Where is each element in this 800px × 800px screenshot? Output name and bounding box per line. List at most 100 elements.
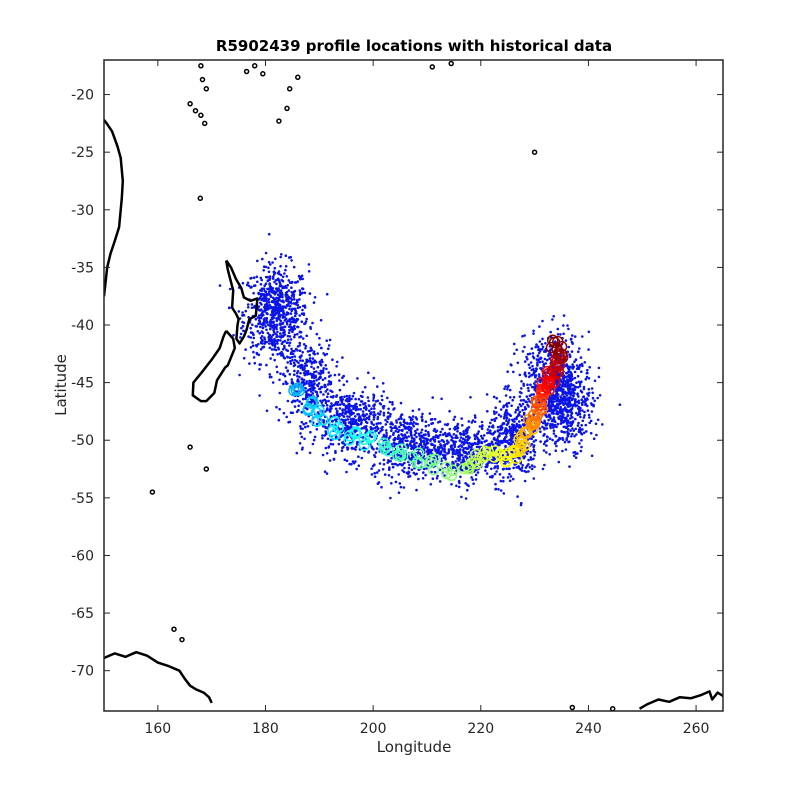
historical-point <box>323 383 327 387</box>
historical-point <box>508 388 512 392</box>
historical-point <box>298 375 301 379</box>
historical-point <box>390 456 393 460</box>
historical-point <box>397 491 401 495</box>
historical-point <box>275 340 279 343</box>
historical-point <box>465 467 469 470</box>
historical-point <box>365 425 368 428</box>
historical-point <box>260 287 264 291</box>
historical-point <box>412 421 416 424</box>
historical-point <box>587 387 591 391</box>
historical-point <box>329 389 332 393</box>
historical-point <box>276 330 279 334</box>
historical-point <box>264 304 267 308</box>
historical-point <box>447 448 451 451</box>
historical-point <box>523 455 527 458</box>
historical-point <box>459 436 463 439</box>
historical-point <box>312 301 316 304</box>
historical-point <box>260 313 263 317</box>
historical-point <box>529 456 532 459</box>
historical-point <box>437 440 441 443</box>
historical-point <box>292 265 296 269</box>
historical-point <box>422 471 425 474</box>
historical-point <box>390 475 394 479</box>
historical-point <box>475 445 479 449</box>
historical-point <box>346 418 350 421</box>
historical-point <box>503 429 507 432</box>
historical-point <box>420 428 424 432</box>
island-outline <box>260 71 266 77</box>
historical-point <box>295 451 299 455</box>
island-outline <box>197 195 204 202</box>
historical-point <box>327 347 330 351</box>
historical-point <box>318 387 322 391</box>
historical-point <box>311 357 315 360</box>
historical-point <box>480 427 484 431</box>
historical-point <box>279 319 283 323</box>
historical-point <box>288 318 291 321</box>
historical-point <box>258 309 262 312</box>
coastline-antarctica-ross <box>104 650 213 704</box>
historical-point <box>403 466 406 470</box>
historical-point <box>392 433 395 437</box>
historical-point <box>272 273 276 276</box>
historical-point <box>321 453 325 457</box>
historical-point <box>558 437 562 441</box>
historical-point <box>450 448 453 451</box>
historical-point <box>577 401 581 405</box>
historical-point <box>264 325 268 328</box>
historical-point <box>272 328 275 332</box>
float-profile-point <box>317 414 329 426</box>
historical-point <box>344 412 347 415</box>
historical-point <box>506 412 509 415</box>
historical-point <box>548 453 551 456</box>
y-tick-label: -20 <box>71 88 94 104</box>
historical-point <box>513 417 517 421</box>
historical-point <box>293 373 296 377</box>
historical-point <box>281 348 285 351</box>
historical-point <box>551 423 554 426</box>
historical-point <box>296 303 300 307</box>
historical-point <box>268 275 272 278</box>
historical-point <box>387 407 390 411</box>
historical-point <box>502 476 505 479</box>
historical-point <box>271 277 275 280</box>
island-outline <box>243 68 250 75</box>
historical-point <box>508 479 512 483</box>
historical-point <box>520 380 523 383</box>
historical-point <box>532 329 535 333</box>
historical-point <box>573 370 577 374</box>
historical-point <box>586 398 589 401</box>
historical-point <box>279 289 283 292</box>
historical-point <box>464 497 468 500</box>
historical-point <box>502 479 505 483</box>
x-tick-label: 160 <box>144 721 171 737</box>
historical-point <box>551 418 555 421</box>
historical-point <box>348 404 352 407</box>
historical-point <box>582 395 586 399</box>
historical-point <box>373 407 376 410</box>
historical-point <box>426 446 429 449</box>
historical-point <box>576 424 580 427</box>
historical-point <box>268 346 272 350</box>
historical-point <box>577 399 581 403</box>
historical-point <box>370 422 374 425</box>
historical-point <box>370 435 374 439</box>
historical-point <box>309 327 313 330</box>
historical-point <box>275 319 279 323</box>
historical-point <box>563 384 566 388</box>
historical-point <box>587 348 590 351</box>
historical-point <box>432 438 436 442</box>
historical-point <box>498 473 502 476</box>
historical-point <box>491 425 495 429</box>
historical-point <box>523 334 526 337</box>
historical-point <box>538 351 541 355</box>
historical-point <box>587 394 590 397</box>
historical-point <box>499 426 503 430</box>
historical-point <box>279 372 282 376</box>
historical-point <box>448 433 452 437</box>
historical-point <box>420 434 423 438</box>
historical-point <box>279 332 282 335</box>
historical-point <box>384 429 388 432</box>
coastline-new-zealand-north <box>224 259 259 345</box>
historical-point <box>553 406 557 410</box>
